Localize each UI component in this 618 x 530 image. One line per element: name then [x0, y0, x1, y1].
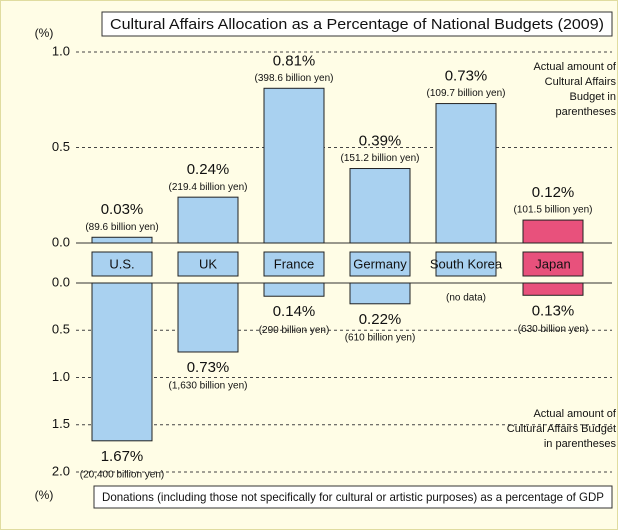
x-tick-label: Japan [535, 256, 570, 271]
value-label: 0.13% [532, 302, 575, 319]
value-label: 0.22% [359, 311, 402, 328]
value-label: 0.12% [532, 184, 575, 201]
bar [522, 219, 584, 244]
amount-label: (398.6 billion yen) [255, 73, 334, 84]
amount-label: (290 billion yen) [259, 325, 330, 336]
y-tick-label: 0.0 [52, 234, 70, 249]
y-tick-label: 1.0 [52, 43, 70, 58]
bar [91, 236, 153, 244]
note: parentheses [555, 106, 616, 118]
y-tick-label: 0.5 [52, 139, 70, 154]
amount-label: (101.5 billion yen) [514, 205, 593, 216]
note: Cultural Affairs Budget [507, 423, 616, 435]
category-box [177, 251, 239, 277]
x-tick-label: South Korea [430, 256, 503, 271]
chart-title: Cultural Affairs Allocation as a Percent… [110, 16, 604, 33]
y-tick-label: 0.0 [52, 274, 70, 289]
amount-label: (610 billion yen) [345, 332, 416, 343]
bar [263, 282, 325, 297]
bar [177, 196, 239, 244]
category-box [349, 251, 411, 277]
amount-label: (630 billion yen) [518, 324, 589, 335]
amount-label: (219.4 billion yen) [169, 182, 248, 193]
bar [435, 103, 497, 244]
value-label: 0.73% [187, 359, 230, 376]
y-axis-label: (%) [35, 26, 54, 40]
bar [522, 282, 584, 296]
value-label: 0.03% [101, 201, 144, 218]
bar [91, 282, 153, 442]
value-label: 1.67% [101, 448, 144, 465]
bar [263, 87, 325, 244]
value-label: 0.81% [273, 52, 316, 69]
title-box [93, 485, 613, 509]
y-axis-label: (%) [35, 488, 54, 502]
category-box [263, 251, 325, 277]
amount-label: (109.7 billion yen) [427, 88, 506, 99]
amount-label: (151.2 billion yen) [341, 153, 420, 164]
y-tick-label: 1.5 [52, 416, 70, 431]
amount-label: (89.6 billion yen) [85, 222, 158, 233]
note: Budget in [570, 91, 616, 103]
category-box [91, 251, 153, 277]
value-label: 0.39% [359, 132, 402, 149]
x-tick-label: UK [199, 256, 217, 271]
chart-title: Donations (including those not specifica… [102, 490, 604, 504]
y-tick-label: 0.5 [52, 322, 70, 337]
category-box [522, 251, 584, 277]
note: Actual amount of [533, 408, 616, 420]
amount-label: (1,630 billion yen) [169, 381, 248, 392]
bar [349, 168, 411, 244]
x-tick-label: U.S. [109, 256, 134, 271]
x-tick-label: Germany [353, 256, 407, 271]
y-tick-label: 2.0 [52, 463, 70, 478]
category-box [435, 251, 497, 277]
bar [177, 282, 239, 353]
value-label: 0.73% [445, 68, 488, 85]
value-label: 0.24% [187, 161, 230, 178]
amount-label: (no data) [446, 293, 486, 304]
title-box [101, 11, 613, 37]
x-tick-label: France [274, 256, 314, 271]
y-tick-label: 1.0 [52, 369, 70, 384]
amount-label: (20,400 billion yen) [80, 469, 165, 480]
note: Actual amount of [533, 61, 616, 73]
note: Cultural Affairs [545, 76, 617, 88]
bar [349, 282, 411, 305]
note: in parentheses [544, 438, 617, 450]
value-label: 0.14% [273, 303, 316, 320]
